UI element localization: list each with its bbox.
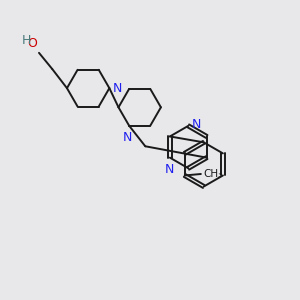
Text: N: N (113, 82, 122, 95)
Text: N: N (123, 131, 132, 144)
Text: N: N (165, 163, 174, 176)
Text: H: H (21, 34, 31, 47)
Text: CH₃: CH₃ (203, 169, 222, 179)
Text: O: O (28, 38, 38, 50)
Text: N: N (192, 118, 201, 131)
